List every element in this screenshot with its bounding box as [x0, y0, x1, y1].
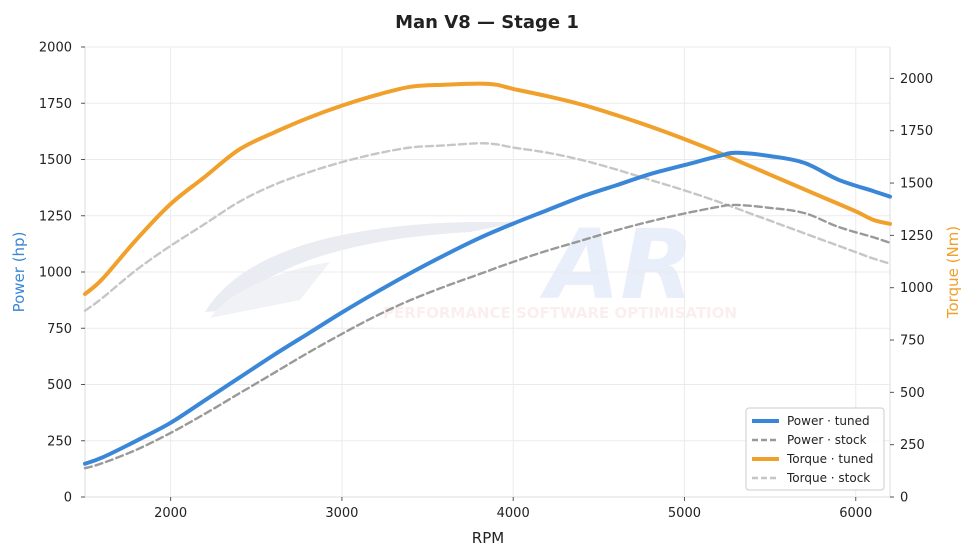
y-right-tick-label: 1250 [900, 229, 933, 244]
series-line-power-tuned [83, 150, 892, 466]
legend-label: Power · tuned [787, 414, 870, 428]
watermark-logo-text: AR [539, 209, 694, 321]
y-right-tick-label: 250 [900, 438, 925, 453]
chart-title: Man V8 — Stage 1 [395, 12, 579, 33]
y-right-tick-label: 2000 [900, 72, 933, 87]
y-right-tick-label: 750 [900, 334, 925, 349]
y-left-tick-label: 1250 [39, 209, 72, 224]
y-right-tick-label: 1500 [900, 177, 933, 192]
watermark-logo: AR PERFORMANCE SOFTWARE OPTIMISATION [205, 209, 737, 322]
x-tick-label: 5000 [668, 506, 701, 521]
y-left-tick-label: 1750 [39, 97, 72, 112]
series-line-torque-tuned [83, 81, 892, 296]
series-line-torque-stock [83, 142, 892, 312]
x-tick-label: 4000 [497, 506, 530, 521]
watermark-caption: PERFORMANCE SOFTWARE OPTIMISATION [383, 304, 737, 322]
legend-label: Power · stock [787, 433, 867, 447]
series-line-power-stock [83, 203, 892, 470]
legend-box [745, 407, 885, 491]
y-right-tick-label: 500 [900, 386, 925, 401]
chart-series [83, 81, 892, 470]
legend-label: Torque · tuned [786, 452, 873, 466]
y-right-tick-label: 1000 [900, 281, 933, 296]
x-tick-label: 6000 [839, 506, 872, 521]
y-left-tick-label: 250 [47, 434, 72, 449]
y-left-tick-label: 2000 [39, 41, 72, 56]
y-left-tick-label: 1500 [39, 153, 72, 168]
y-left-tick-label: 750 [47, 322, 72, 337]
y-left-tick-label: 1000 [39, 266, 72, 281]
y-axis-left-label: Power (hp) [10, 232, 28, 313]
y-right-tick-label: 0 [900, 491, 908, 506]
chart-ticks: 2000 3000 4000 5000 600002505007501000125015… [39, 41, 933, 522]
x-tick-label: 2000 [154, 506, 187, 521]
x-axis-label: RPM [472, 529, 504, 547]
y-right-tick-label: 1750 [900, 124, 933, 139]
chart-legend: Power · tuned Power · stock Torque · tuned… [745, 407, 885, 491]
x-tick-label: 3000 [325, 506, 358, 521]
y-left-tick-label: 500 [47, 378, 72, 393]
y-axis-right-label: Torque (Nm) [944, 226, 962, 319]
legend-label: Torque · stock [786, 471, 870, 485]
y-left-tick-label: 0 [64, 491, 72, 506]
